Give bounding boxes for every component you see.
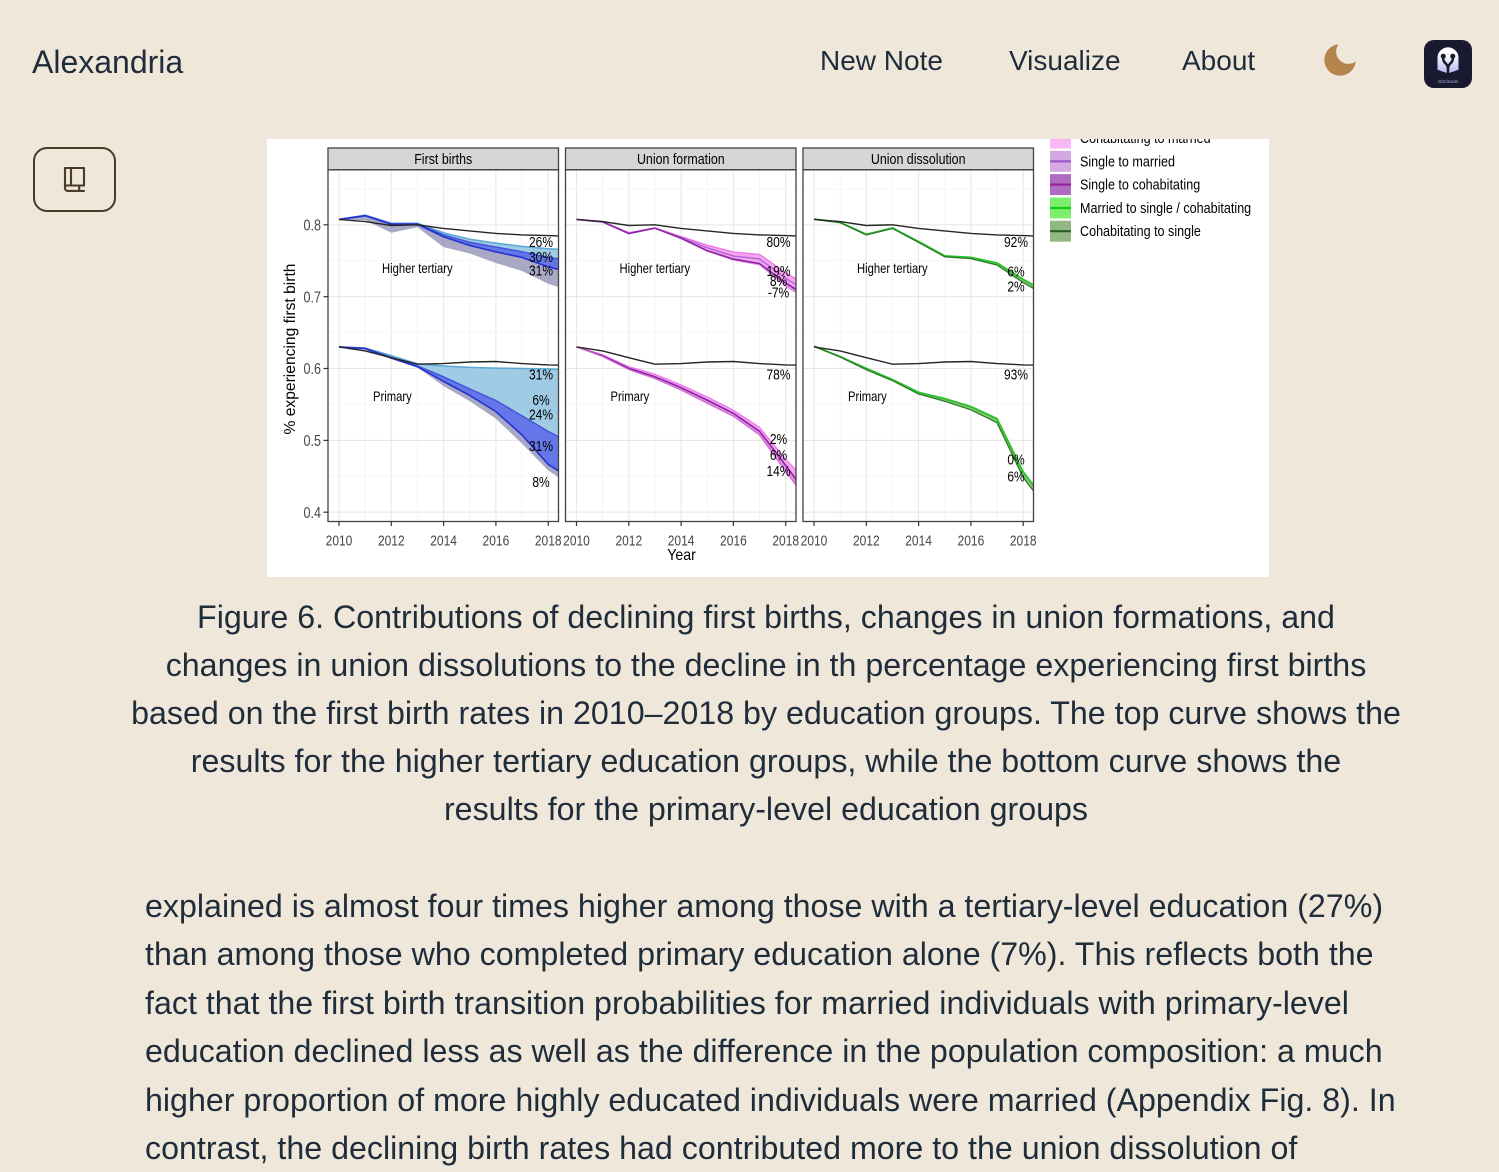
svg-text:2012: 2012 <box>853 532 880 549</box>
svg-text:2012: 2012 <box>615 532 642 549</box>
svg-text:31%: 31% <box>529 438 553 455</box>
svg-text:80%: 80% <box>766 234 790 251</box>
svg-text:0.5: 0.5 <box>304 432 322 450</box>
svg-text:26%: 26% <box>529 234 553 251</box>
svg-text:78%: 78% <box>766 366 790 383</box>
svg-text:Single to cohabitating: Single to cohabitating <box>1080 177 1200 193</box>
svg-text:2014: 2014 <box>430 532 457 549</box>
svg-text:30%: 30% <box>529 249 553 266</box>
svg-text:GitCitadel: GitCitadel <box>1438 79 1459 84</box>
svg-text:2010: 2010 <box>801 532 828 549</box>
svg-text:Union dissolution: Union dissolution <box>871 151 966 167</box>
svg-text:31%: 31% <box>529 262 553 279</box>
svg-text:8%: 8% <box>532 474 549 491</box>
svg-text:92%: 92% <box>1004 234 1028 251</box>
svg-text:Higher tertiary: Higher tertiary <box>620 261 691 276</box>
svg-text:Single to married: Single to married <box>1080 154 1175 170</box>
svg-text:0.4: 0.4 <box>304 504 322 522</box>
svg-text:2016: 2016 <box>958 532 985 549</box>
svg-text:Primary: Primary <box>848 389 887 404</box>
svg-text:19%: 19% <box>766 263 790 280</box>
svg-text:Primary: Primary <box>611 389 650 404</box>
svg-text:0.6: 0.6 <box>304 360 322 378</box>
svg-text:Higher tertiary: Higher tertiary <box>382 261 453 276</box>
svg-text:6%: 6% <box>1007 468 1024 485</box>
svg-text:2018: 2018 <box>772 532 799 549</box>
svg-text:0.8: 0.8 <box>304 216 322 234</box>
svg-text:0.7: 0.7 <box>304 288 322 306</box>
svg-text:14%: 14% <box>766 463 790 480</box>
svg-text:6%: 6% <box>532 392 549 409</box>
svg-text:Married to single / cohabitati: Married to single / cohabitating <box>1080 200 1251 216</box>
svg-text:2014: 2014 <box>668 532 695 549</box>
svg-text:2018: 2018 <box>535 532 562 549</box>
svg-text:2010: 2010 <box>326 532 353 549</box>
svg-text:2018: 2018 <box>1010 532 1037 549</box>
svg-text:2010: 2010 <box>563 532 590 549</box>
svg-text:Union formation: Union formation <box>637 151 725 167</box>
svg-text:6%: 6% <box>770 447 787 464</box>
svg-text:2014: 2014 <box>905 532 932 549</box>
svg-text:Cohabitating to single: Cohabitating to single <box>1080 223 1201 239</box>
svg-text:-7%: -7% <box>768 284 789 301</box>
svg-text:2%: 2% <box>770 431 787 448</box>
svg-text:6%: 6% <box>1007 263 1024 280</box>
svg-text:Primary: Primary <box>373 389 412 404</box>
svg-text:31%: 31% <box>529 366 553 383</box>
svg-text:2016: 2016 <box>720 532 747 549</box>
svg-text:2012: 2012 <box>378 532 405 549</box>
svg-text:8%: 8% <box>770 273 787 290</box>
svg-text:0%: 0% <box>1007 451 1024 468</box>
svg-text:93%: 93% <box>1004 366 1028 383</box>
svg-text:Cohabitating to married: Cohabitating to married <box>1080 139 1211 146</box>
svg-text:First births: First births <box>414 151 472 167</box>
svg-text:% experiencing first birth: % experiencing first birth <box>282 264 299 435</box>
svg-text:24%: 24% <box>529 406 553 423</box>
svg-text:Year: Year <box>667 548 696 565</box>
svg-text:2016: 2016 <box>483 532 510 549</box>
svg-text:Higher tertiary: Higher tertiary <box>857 261 928 276</box>
svg-text:2%: 2% <box>1007 278 1024 295</box>
